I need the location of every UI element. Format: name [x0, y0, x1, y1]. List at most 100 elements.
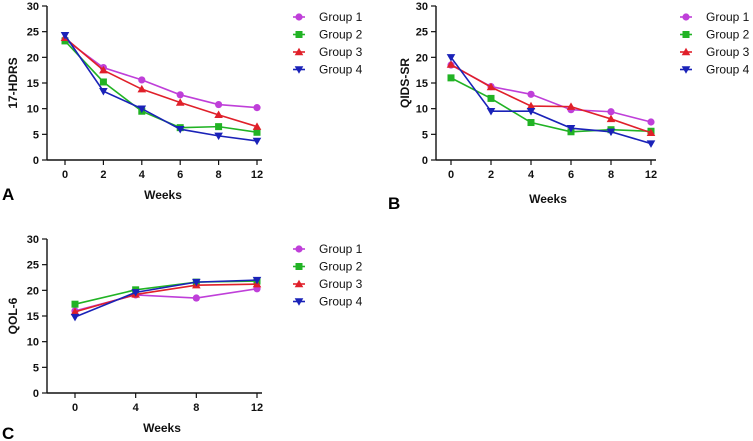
data-point [447, 74, 455, 82]
series-group-3 [60, 33, 262, 130]
y-tick-label: 10 [416, 104, 428, 116]
x-tick-label: 0 [62, 169, 68, 181]
data-point [71, 300, 79, 308]
legend-label: Group 4 [319, 295, 363, 309]
x-tick-label: 2 [100, 169, 106, 181]
series-line [74, 288, 258, 312]
data-point [486, 82, 496, 91]
series-group-4 [446, 54, 656, 148]
data-point [526, 101, 536, 110]
series-line [64, 37, 258, 128]
y-axis-title: QOL-6 [6, 297, 20, 334]
legend-marker [295, 31, 303, 38]
data-point [99, 88, 108, 96]
data-point [215, 123, 223, 131]
data-point [527, 119, 535, 127]
data-point [252, 276, 262, 285]
x-tick-label: 0 [72, 402, 78, 414]
y-tick-label: 10 [27, 104, 39, 116]
x-tick-label: 4 [133, 402, 140, 414]
data-point [446, 60, 456, 68]
y-axis-title: QIDS-SR [398, 58, 412, 108]
panel-letter: C [2, 424, 14, 441]
data-point [252, 122, 262, 130]
data-point [253, 104, 261, 112]
legend-marker [681, 47, 691, 56]
legend-marker [682, 31, 690, 38]
data-point [646, 128, 656, 136]
legend-marker [681, 66, 691, 74]
legend-marker [295, 245, 303, 253]
data-point [486, 108, 496, 116]
series-group-4 [70, 276, 262, 322]
data-point [487, 94, 495, 102]
data-point [175, 98, 185, 106]
legend-label: Group 3 [706, 45, 750, 59]
y-tick-label: 25 [27, 27, 39, 39]
x-tick-label: 6 [177, 169, 183, 181]
data-point [446, 54, 456, 62]
x-tick-label: 8 [608, 169, 614, 181]
legend: Group 1 Group 2 Group 3 Group 4 [293, 10, 363, 77]
y-tick-label: 25 [27, 260, 39, 272]
legend-label: Group 1 [319, 242, 363, 256]
series-group-3 [70, 279, 262, 316]
series-line [74, 279, 258, 318]
y-tick-label: 10 [27, 337, 39, 349]
x-axis-title: Weeks [143, 421, 181, 435]
x-tick-label: 4 [528, 169, 535, 181]
data-point [606, 128, 616, 137]
y-tick-label: 15 [416, 78, 428, 90]
y-tick-label: 20 [27, 285, 39, 297]
data-point [606, 114, 616, 123]
legend-marker [295, 263, 303, 270]
legend-marker [295, 13, 303, 21]
y-tick-label: 0 [33, 155, 39, 167]
data-point [607, 108, 615, 116]
data-point [176, 91, 184, 99]
legend-label: Group 1 [319, 10, 363, 24]
legend-label: Group 2 [706, 28, 750, 42]
legend-marker [294, 66, 304, 74]
y-tick-label: 5 [33, 362, 39, 374]
data-point [252, 137, 262, 146]
data-point [70, 307, 80, 316]
legend-label: Group 2 [319, 260, 363, 274]
data-point [215, 100, 223, 109]
data-point [99, 65, 108, 74]
data-point [566, 102, 576, 110]
legend-label: Group 2 [319, 28, 363, 42]
y-axis-title: 17-HDRS [6, 57, 20, 108]
y-tick-label: 20 [416, 52, 428, 64]
data-point [138, 76, 146, 84]
x-tick-label: 12 [251, 169, 263, 181]
data-point [137, 84, 147, 93]
x-tick-label: 12 [251, 402, 263, 414]
x-tick-label: 12 [645, 169, 657, 181]
data-point [99, 78, 107, 86]
x-tick-label: 0 [448, 169, 454, 181]
legend-marker [682, 13, 690, 21]
legend-label: Group 4 [319, 63, 363, 77]
legend-marker [294, 47, 304, 56]
legend: Group 1 Group 2 Group 3 Group 4 [680, 10, 750, 77]
y-tick-label: 15 [27, 311, 39, 323]
data-point [214, 132, 223, 141]
data-point [526, 108, 536, 116]
x-tick-label: 2 [488, 169, 494, 181]
legend-label: Group 4 [706, 63, 750, 77]
y-tick-label: 20 [27, 52, 39, 64]
series-line [64, 34, 258, 142]
data-point [131, 289, 140, 297]
y-tick-label: 30 [27, 1, 39, 13]
data-point [192, 294, 200, 302]
data-point [214, 110, 223, 119]
y-tick-label: 5 [33, 129, 39, 141]
series-line [450, 56, 652, 145]
legend: Group 1 Group 2 Group 3 Group 4 [293, 242, 363, 309]
legend-label: Group 1 [706, 10, 750, 24]
y-tick-label: 30 [27, 234, 39, 246]
y-tick-label: 15 [27, 78, 39, 90]
legend-marker [294, 298, 304, 306]
